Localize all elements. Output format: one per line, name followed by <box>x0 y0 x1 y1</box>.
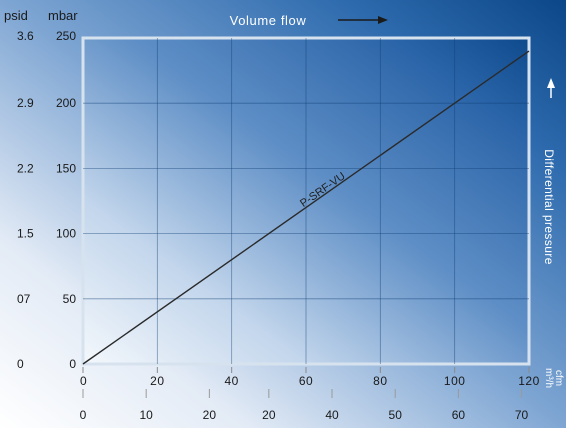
y-tick-label-mbar: 250 <box>56 29 76 43</box>
y-tick-label-mbar: 200 <box>56 96 76 110</box>
y-tick-label-mbar: 0 <box>69 357 76 371</box>
series-line-p-srf-vu <box>82 50 530 365</box>
y-tick-label-psid: 2.2 <box>17 161 34 175</box>
y-tick-label-psid: 0 <box>17 357 24 371</box>
y-tick-label-mbar: 150 <box>56 161 76 175</box>
y-axis-ticks: 0 0 50 07 100 1.5 150 2.2 200 2.9 250 3.6 <box>17 29 76 371</box>
secondary-x-tick-label: 10 <box>140 408 154 422</box>
secondary-x-tick-label: 60 <box>452 408 466 422</box>
x-tick-label: 40 <box>224 374 238 388</box>
y-axis-label: Differential pressure <box>542 149 556 265</box>
secondary-x-tick-label: 40 <box>325 408 339 422</box>
y-tick-label-mbar: 50 <box>63 292 77 306</box>
x-tick-label: 60 <box>299 374 313 388</box>
x-tick-label: 20 <box>150 374 164 388</box>
y-unit-mbar: mbar <box>48 8 78 23</box>
y-tick-label-psid: 3.6 <box>17 29 34 43</box>
y-tick-label-psid: 1.5 <box>17 227 34 241</box>
secondary-x-tick-label: 50 <box>389 408 403 422</box>
secondary-x-tick-label: 20 <box>203 408 217 422</box>
secondary-x-tick-label: 70 <box>515 408 529 422</box>
x-tick-label: 120 <box>518 374 540 388</box>
secondary-x-tick-label: 20 <box>262 408 276 422</box>
x-tick-label: 0 <box>80 374 87 388</box>
x-unit-secondary: cfm <box>553 370 564 386</box>
y-tick-label-mbar: 100 <box>56 227 76 241</box>
x-tick-label: 80 <box>373 374 387 388</box>
x-tick-label: 100 <box>444 374 466 388</box>
y-tick-label-psid: 2.9 <box>17 96 34 110</box>
y-label-arrow-icon <box>547 78 555 98</box>
y-tick-label-psid: 07 <box>17 292 31 306</box>
x-axis-ticks: 0 20 40 60 80 100 120 <box>80 367 540 388</box>
grid-lines <box>83 38 529 364</box>
chart-title: Volume flow <box>230 13 307 28</box>
x-unit-primary: m³/h <box>543 368 554 388</box>
y-unit-psid: psid <box>4 8 28 23</box>
secondary-x-axis-ticks: 0 10 20 20 40 50 60 70 <box>80 389 529 422</box>
title-arrow-icon <box>338 16 388 24</box>
secondary-x-tick-label: 0 <box>80 408 87 422</box>
